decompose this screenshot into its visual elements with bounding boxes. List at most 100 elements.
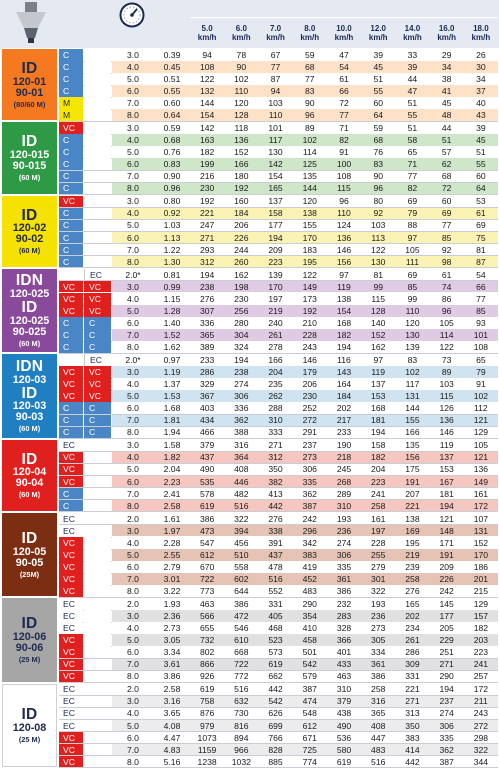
rate-cell: 102 — [463, 390, 498, 402]
rate-cell: 306 — [429, 719, 464, 732]
rate-cell: 438 — [326, 707, 362, 720]
idn-class-cell — [84, 743, 111, 756]
rate-cell: 201 — [463, 573, 498, 585]
nozzle-label-line: (60 M) — [18, 490, 41, 500]
pressure-cell: 4.0 — [112, 293, 154, 305]
rate-cell: 75 — [463, 231, 498, 244]
rate-cell: 286 — [395, 646, 430, 658]
rate-cell: 51 — [395, 97, 430, 109]
rate-cell: 172 — [463, 499, 498, 512]
rate-cell: 115 — [429, 390, 464, 402]
speed-value: 7.0 — [269, 24, 282, 33]
rate-cell: 313 — [395, 707, 430, 720]
nozzle-label-line: 90-015 — [12, 160, 47, 173]
rate-cell: 77 — [258, 61, 293, 73]
rate-cell: 129 — [463, 426, 498, 439]
rate-cell: 144 — [292, 182, 327, 195]
flow-cell: 2.58 — [154, 683, 190, 696]
idn-class-cell — [84, 109, 111, 121]
pressure-gauge-icon — [119, 2, 145, 28]
rate-cell: 354 — [292, 610, 327, 622]
row-divider — [59, 451, 498, 452]
row-divider — [59, 463, 498, 464]
rate-cell: 612 — [292, 719, 327, 732]
rate-cell: 47 — [395, 85, 430, 97]
flow-cell: 1.68 — [154, 402, 190, 414]
speed-header: 14.0 km/h — [395, 19, 429, 47]
row-divider — [59, 108, 498, 110]
pressure-cell: 8.0 — [112, 755, 154, 768]
rate-cell: 237 — [292, 439, 327, 452]
rate-cell: 274 — [326, 537, 362, 549]
id-class-cell: VC — [59, 475, 83, 488]
idn-class-cell: C — [84, 317, 111, 329]
flow-cell: 1.61 — [154, 512, 190, 525]
rate-cell: 179 — [292, 366, 327, 378]
rate-cell: 110 — [224, 85, 259, 97]
rate-cell: 69 — [429, 207, 464, 220]
rate-cell: 121 — [429, 512, 464, 525]
rate-cell: 153 — [361, 390, 396, 402]
flow-cell: 2.04 — [154, 463, 190, 476]
rate-cell: 168 — [361, 402, 396, 414]
rate-cell: 39 — [395, 61, 430, 73]
rate-cell: 154 — [258, 170, 293, 183]
rate-cell: 143 — [326, 366, 362, 378]
rate-cell: 276 — [258, 512, 293, 525]
rate-cell: 516 — [224, 683, 259, 696]
rate-cell: 160 — [224, 195, 259, 208]
rate-cell: 51 — [429, 134, 464, 146]
pressure-cell: 4.0 — [112, 451, 154, 464]
rate-cell: 223 — [463, 646, 498, 658]
rate-cell: 107 — [463, 512, 498, 525]
idn-class-cell — [84, 537, 111, 549]
id-class-cell: C — [59, 73, 83, 85]
row-divider — [59, 487, 498, 488]
pressure-cell: 7.0 — [112, 414, 154, 427]
flow-cell: 3.16 — [154, 695, 190, 708]
id-class-cell: C — [59, 317, 83, 329]
idn-class-cell — [84, 683, 111, 696]
rate-cell: 619 — [258, 658, 293, 671]
rate-cell: 194 — [361, 426, 396, 439]
flow-cell: 3.01 — [154, 573, 190, 585]
rate-cell: 474 — [292, 695, 327, 708]
rate-cell: 483 — [361, 743, 396, 756]
id-class-cell: VC — [59, 573, 83, 585]
rate-cell: 671 — [292, 731, 327, 744]
rate-cell: 523 — [258, 634, 293, 646]
rate-cell: 216 — [190, 170, 225, 183]
rate-cell: 235 — [258, 378, 293, 390]
rate-cell: 55 — [395, 109, 430, 121]
pressure-cell: 5.0 — [112, 305, 154, 317]
row-divider — [59, 340, 498, 342]
flow-cell: 4.47 — [154, 731, 190, 744]
rate-cell: 732 — [190, 634, 225, 646]
rate-cell: 344 — [463, 755, 498, 768]
pressure-cell: 7.0 — [112, 170, 154, 183]
rate-cell: 54 — [326, 61, 362, 73]
nozzle-label-g025: IDN 120-025 ID 120-025 90-025 (60 M) — [2, 268, 57, 353]
rate-cell: 802 — [190, 646, 225, 658]
flow-cell: 1.37 — [154, 378, 190, 390]
rate-cell: 221 — [395, 499, 430, 512]
rate-cell: 40 — [463, 97, 498, 109]
flow-cell: 0.39 — [154, 49, 190, 61]
nozzle-label-line: (60 M) — [18, 173, 41, 183]
nozzle-label-line: (25 M) — [18, 734, 41, 744]
rate-cell: 558 — [224, 561, 259, 573]
rate-cell: 77 — [463, 293, 498, 305]
row-divider — [59, 524, 498, 525]
rate-cell: 316 — [361, 695, 396, 708]
rate-cell: 209 — [429, 561, 464, 573]
rate-cell: 362 — [224, 414, 259, 427]
rate-cell: 335 — [326, 561, 362, 573]
row-divider — [59, 328, 498, 330]
rate-cell: 64 — [463, 182, 498, 195]
speed-unit: km/h — [300, 33, 320, 42]
rate-cell: 120 — [224, 97, 259, 109]
rate-cell: 97 — [361, 354, 396, 366]
nozzle-label-line: ID — [21, 450, 38, 468]
idn-class-cell: C — [84, 414, 111, 427]
rate-cell: 191 — [429, 549, 464, 561]
